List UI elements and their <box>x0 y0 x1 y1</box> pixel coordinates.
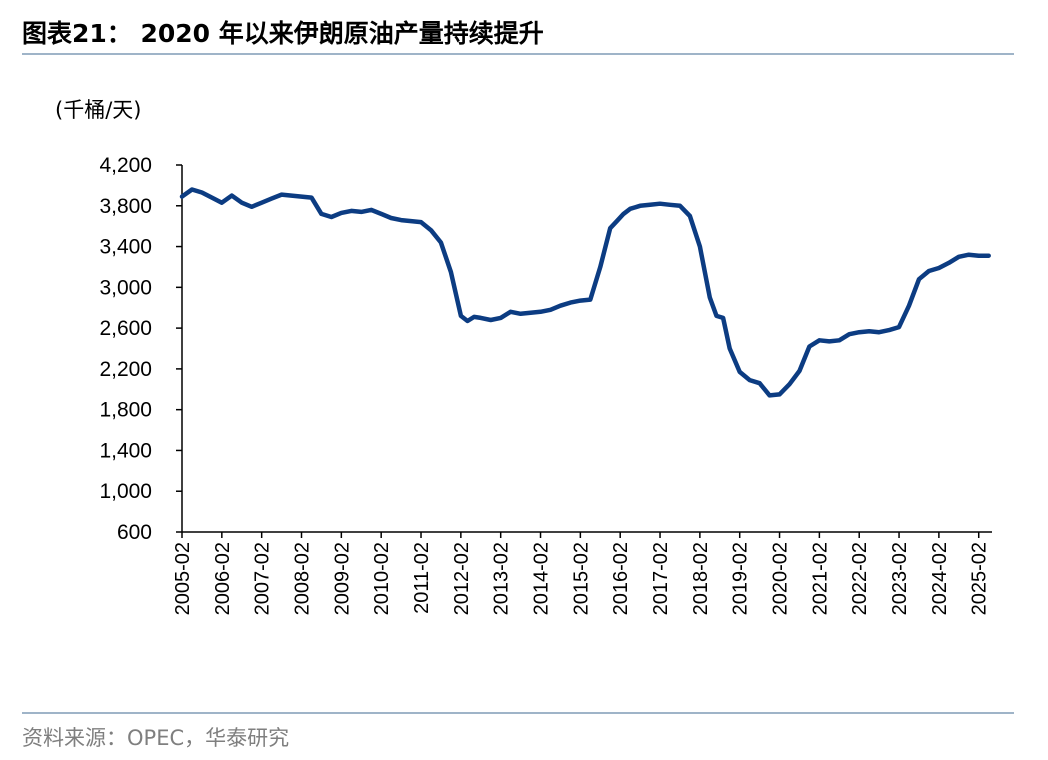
line-chart: 600 1,000 1,400 1,800 2,200 2,600 3,000 3,400 3,… <box>99 154 992 615</box>
y-tick-label: 4,200 <box>99 154 152 177</box>
y-axis-ticks: 600 1,000 1,400 1,800 2,200 2,600 3,000 3,400 3,… <box>99 154 182 544</box>
chart-axes <box>181 165 992 533</box>
x-tick-label: 2010-02 <box>371 542 393 615</box>
y-tick-label: 2,600 <box>99 317 152 340</box>
x-tick-label: 2018-02 <box>690 542 712 615</box>
x-tick-label: 2011-02 <box>411 542 433 614</box>
x-tick-label: 2015-02 <box>570 542 592 615</box>
x-tick-label: 2006-02 <box>212 542 234 615</box>
y-tick-label: 3,800 <box>99 195 152 218</box>
x-tick-label: 2005-02 <box>172 542 194 615</box>
title-divider <box>22 53 1014 55</box>
x-tick-label: 2019-02 <box>730 542 752 615</box>
x-tick-label: 2025-02 <box>969 542 991 615</box>
y-tick-label: 600 <box>117 521 152 544</box>
x-tick-label: 2024-02 <box>929 542 951 615</box>
y-tick-label: 1,000 <box>99 480 152 503</box>
y-tick-label: 2,200 <box>99 358 152 381</box>
y-tick-label: 1,400 <box>99 439 152 462</box>
x-tick-label: 2021-02 <box>809 542 831 615</box>
x-tick-label: 2022-02 <box>849 542 871 615</box>
x-tick-label: 2012-02 <box>451 542 473 615</box>
x-tick-label: 2009-02 <box>331 542 353 615</box>
chart-series <box>179 187 991 398</box>
x-tick-label: 2014-02 <box>531 542 553 615</box>
source-divider <box>22 712 1014 714</box>
x-tick-label: 2023-02 <box>889 542 911 615</box>
x-tick-label: 2008-02 <box>292 542 314 615</box>
x-tick-label: 2007-02 <box>252 542 274 615</box>
x-tick-label: 2017-02 <box>650 542 672 615</box>
source-note: 资料来源：OPEC，华泰研究 <box>22 726 290 750</box>
x-tick-label: 2020-02 <box>770 542 792 615</box>
x-tick-label: 2013-02 <box>491 542 513 615</box>
y-axis-unit-label: (千桶/天) <box>55 98 142 122</box>
y-tick-label: 3,400 <box>99 236 152 259</box>
x-axis-ticks: 2005-02 2006-02 2007-02 2008-02 2009-02 2010-… <box>172 532 991 615</box>
series-line <box>179 187 991 398</box>
chart-title: 图表21： 2020 年以来伊朗原油产量持续提升 <box>22 19 544 48</box>
y-tick-label: 3,000 <box>99 276 152 299</box>
y-tick-label: 1,800 <box>99 399 152 422</box>
x-tick-label: 2016-02 <box>610 542 632 615</box>
